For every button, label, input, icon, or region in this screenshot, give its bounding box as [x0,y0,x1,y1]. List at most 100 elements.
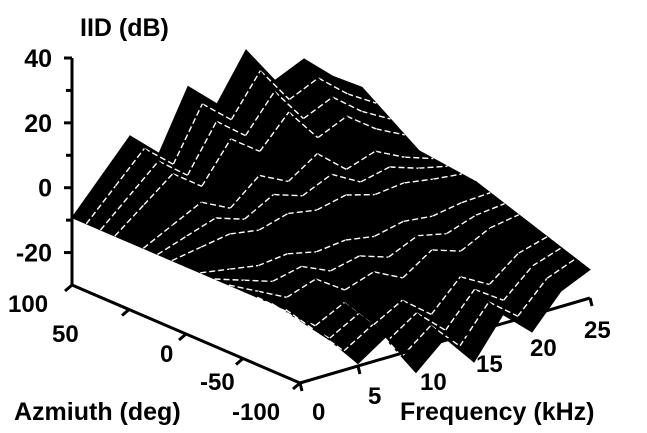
surface-mesh-line [460,227,491,252]
surface-mesh-line [332,96,362,112]
z-tick-label: 40 [24,45,52,73]
x-tick [356,365,362,375]
surface-mesh-line [317,77,348,95]
surface-mesh-line [243,279,273,283]
y-tick-label: 100 [8,291,48,318]
x-tick [588,297,594,307]
surface-mesh-line [359,255,389,258]
surface-mesh-line [488,252,519,285]
surface-mesh-line [171,201,202,226]
surface-mesh-line [461,192,491,204]
surface-mesh-line [375,150,405,158]
surface-mesh-line [244,193,274,220]
surface-mesh-line [403,215,433,223]
surface-mesh-line [346,115,377,130]
surface-mesh-line [374,182,405,196]
surface-mesh-line [259,174,289,183]
surface-mesh-line [259,70,290,100]
surface-mesh-line [314,302,345,327]
surface-mesh-line [372,299,403,326]
surface-mesh-line [373,220,404,238]
y-tick [64,283,73,293]
surface-mesh-line [416,312,446,331]
surface-mesh-line [316,194,347,211]
surface-mesh-line [517,236,548,254]
surface-mesh-line [287,251,317,255]
surface-mesh-line [143,173,174,206]
x-tick-label: 10 [420,369,447,396]
surface-mesh-line [329,313,359,339]
y-axis-title: Azmiuth (deg) [14,398,181,426]
surface-mesh-line [315,278,346,291]
surface-mesh-line [389,166,419,169]
surface-mesh-line [114,148,145,187]
surface-mesh-line [446,214,476,235]
x-tick-label: 0 [312,399,325,426]
surface-mesh-line [200,268,230,274]
surface-mesh-line [256,296,287,313]
surface-mesh-line [200,233,231,248]
z-tick-label: -20 [16,240,52,268]
z-tick-label: 0 [38,175,52,203]
x-tick [472,331,478,341]
surface-mesh-line [402,249,433,279]
surface-mesh-line [258,253,288,267]
surface-mesh-line [330,255,360,272]
surface-mesh-line [347,93,377,104]
surface-mesh-line [99,195,131,231]
x-tick-label: 5 [368,383,381,410]
surface-mesh-line [488,301,519,317]
surface-mesh-line [171,246,202,262]
surface-mesh-line [345,150,376,170]
surface-mesh-line [287,153,318,183]
surface-mesh-line [502,265,534,301]
surface-mesh-line [172,103,203,165]
surface-mesh-line [158,160,188,176]
surface-mesh-line [372,324,403,358]
surface-mesh-line [142,224,173,249]
surface-mesh-line [360,166,390,183]
surface-mesh-line [257,290,287,298]
x-tick [414,348,420,358]
surface-mesh-line [431,249,461,252]
surface-mesh-line [228,284,258,292]
y-tick-label: 0 [160,341,173,368]
surface-mesh-line [432,173,462,180]
surface-mesh-line [285,309,316,331]
surface-mesh-line [303,96,333,120]
y-tick-label: -50 [200,369,235,396]
surface-mesh-line [286,278,317,298]
surface-mesh-line [361,110,391,120]
surface-mesh-line [259,111,290,152]
surface-mesh-line [345,235,375,241]
surface-mesh-line [172,173,203,187]
surface-mesh-line [288,77,319,101]
surface-mesh-line [316,239,346,253]
surface-mesh-line [532,247,562,267]
surface-mesh-line [373,271,403,279]
surface-mesh-line [404,156,434,160]
surface-mesh-line [388,235,418,258]
surface-mesh-line [215,217,245,220]
x-tick-label: 20 [530,335,557,362]
x-axis-title: Frequency (kHz) [400,398,594,426]
surface-mesh-line [430,276,461,315]
surface-mesh-line [460,276,490,286]
surface-mesh-line [114,204,145,237]
surface-mesh-line [489,214,520,229]
y-tick [121,308,130,317]
surface-mesh-line [230,70,261,121]
surface-mesh-line [331,173,361,183]
surface-mesh-line [343,324,374,352]
surface-mesh-line [201,201,231,209]
surface-mesh-line [287,209,317,215]
surface-mesh-line [387,312,417,342]
surface-mesh-line [186,217,216,237]
y-tick [235,357,244,366]
surface-mesh-line [517,278,548,317]
y-tick-label: -100 [232,399,280,426]
surface-mesh-line [271,302,301,322]
surface-mesh-line [216,120,246,137]
surface-mesh-line [344,271,375,291]
